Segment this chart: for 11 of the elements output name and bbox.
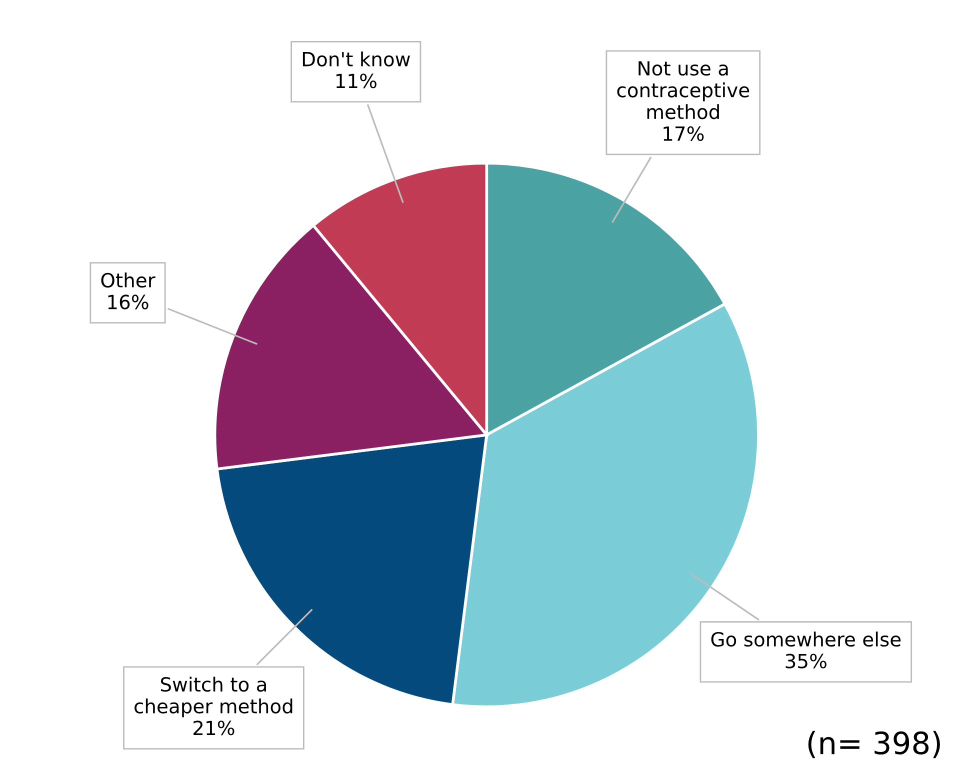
- data-label: 35%: [786, 654, 826, 668]
- slice-label: Don't know: [302, 51, 410, 67]
- slice-label: Go somewhere else: [711, 632, 901, 647]
- data-label: 17%: [664, 126, 704, 141]
- slice-label: Switch to a cheaper method: [134, 676, 292, 718]
- data-label: 16%: [108, 294, 148, 310]
- text: (n= 398): [808, 730, 940, 758]
- data-label: 11%: [336, 74, 376, 88]
- slice-label: Not use a contraceptive method: [617, 61, 750, 120]
- slice-label: Other: [101, 272, 156, 288]
- data-label: 21%: [194, 720, 234, 736]
